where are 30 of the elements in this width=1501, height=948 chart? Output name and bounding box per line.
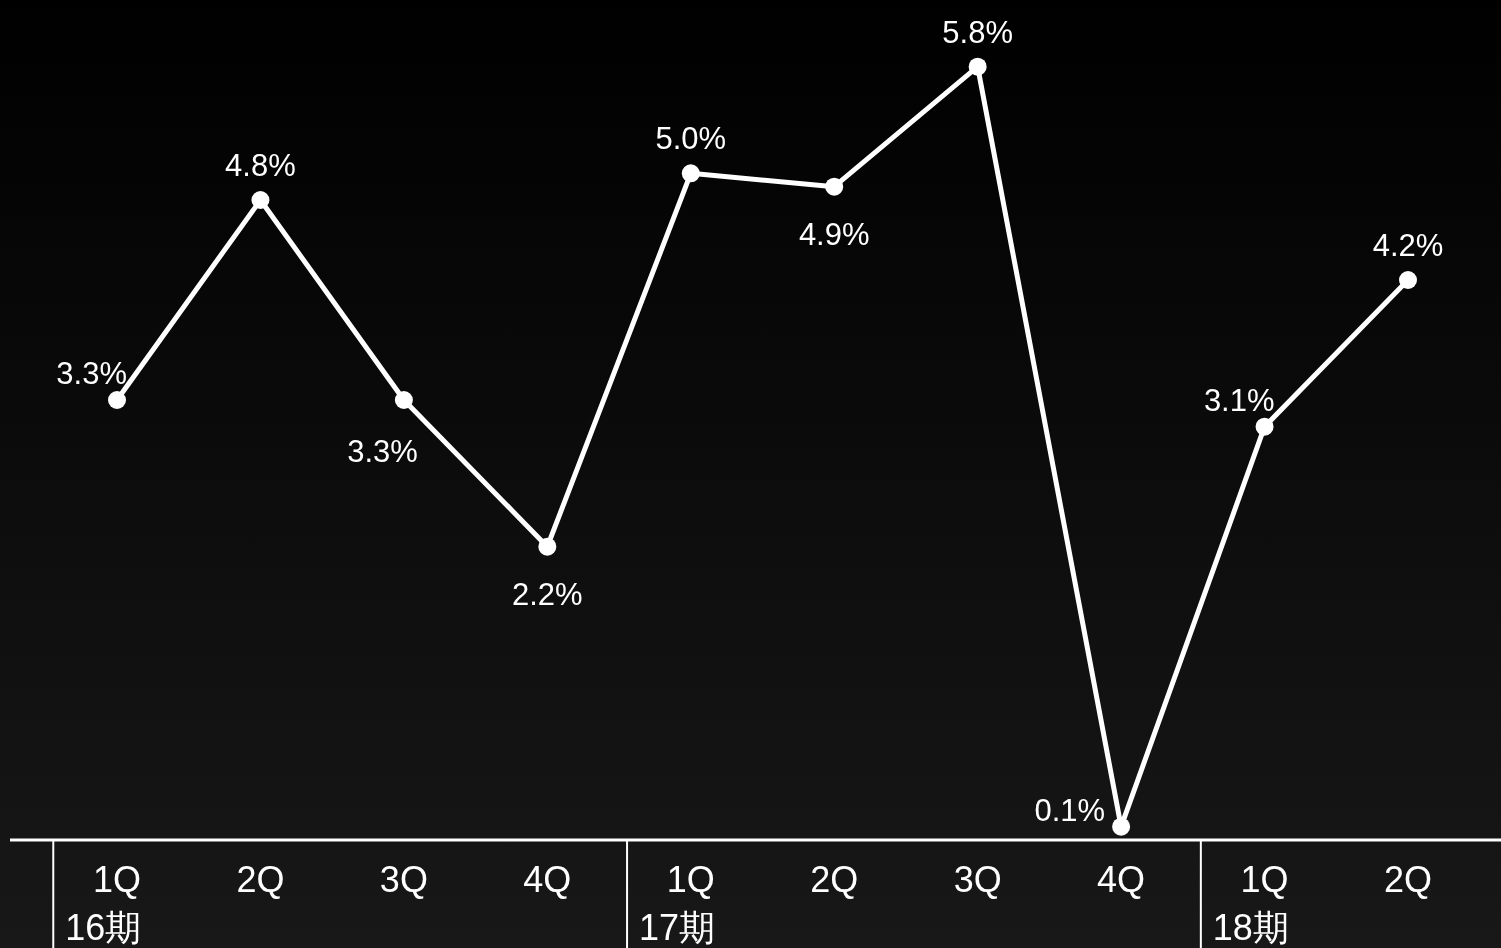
point: [825, 177, 844, 196]
x-tick-label: 2Q: [810, 859, 859, 900]
x-tick-label: 2Q: [236, 859, 285, 900]
x-tick-label: 1Q 18期: [1212, 859, 1289, 948]
data-label: 4.8%: [225, 148, 296, 183]
data-label: 5.0%: [655, 121, 727, 157]
x-tick-label: 3Q: [953, 859, 1002, 900]
data-label: 3.3%: [347, 434, 418, 469]
data-label: 3.3%: [56, 356, 127, 391]
x-tick-label: 4Q: [1097, 859, 1146, 900]
point: [538, 537, 557, 556]
point: [108, 391, 126, 409]
x-tick-label: 3Q: [379, 859, 428, 900]
data-label: 4.2%: [1372, 228, 1444, 263]
point: [251, 191, 270, 209]
point: [1399, 271, 1417, 289]
data-label: 4.9%: [798, 216, 870, 252]
point: [968, 57, 987, 76]
data-label: 0.1%: [1034, 792, 1106, 828]
data-label: 2.2%: [512, 576, 583, 612]
x-tick-label: 4Q: [523, 859, 572, 900]
point: [681, 164, 700, 183]
data-label: 3.1%: [1203, 382, 1275, 418]
x-tick-label: 1Q 16期: [65, 859, 142, 948]
data-label: 5.8%: [942, 14, 1013, 50]
point: [394, 391, 413, 409]
x-tick-label: 1Q 17期: [639, 859, 716, 948]
point: [1112, 817, 1131, 836]
x-tick-label: 2Q: [1383, 859, 1433, 900]
point: [1255, 417, 1274, 436]
